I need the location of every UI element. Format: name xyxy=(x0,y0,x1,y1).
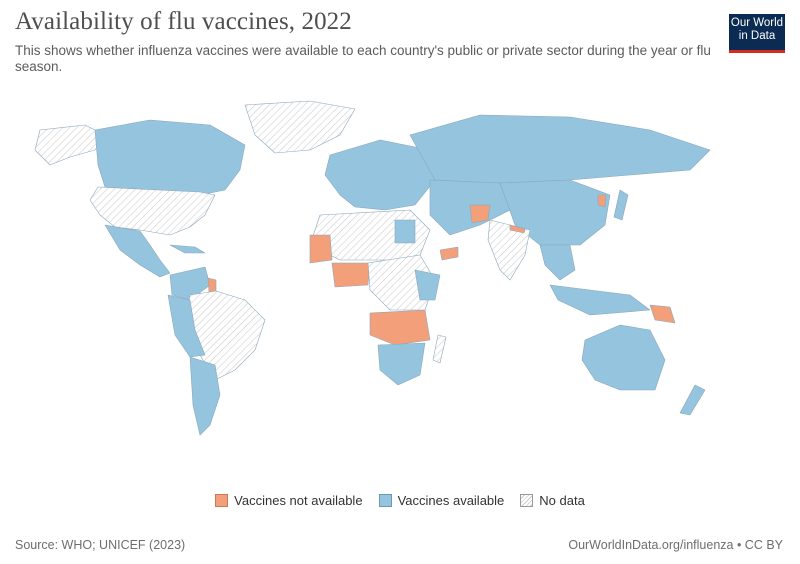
region-horn[interactable] xyxy=(414,269,441,301)
region-suriname[interactable] xyxy=(207,277,217,293)
region-nepal[interactable] xyxy=(509,224,526,234)
chart-title: Availability of flu vaccines, 2022 xyxy=(15,8,352,35)
logo-line-1: Our World xyxy=(730,17,784,29)
region-indonesia[interactable] xyxy=(549,284,651,316)
region-usa[interactable] xyxy=(89,186,216,236)
legend-item-not-available[interactable]: Vaccines not available xyxy=(215,493,363,508)
region-india[interactable] xyxy=(487,219,531,281)
region-mali[interactable] xyxy=(309,234,333,264)
legend-label-no-data: No data xyxy=(539,493,585,508)
region-australia[interactable] xyxy=(581,324,666,391)
region-egypt[interactable] xyxy=(394,219,416,244)
region-peru[interactable] xyxy=(167,294,206,358)
region-canada[interactable] xyxy=(94,119,246,196)
credit-link[interactable]: OurWorldInData.org/influenza • CC BY xyxy=(568,538,783,552)
region-new-zealand[interactable] xyxy=(679,384,706,416)
logo-line-2: in Data xyxy=(738,29,776,42)
region-png[interactable] xyxy=(649,304,676,324)
legend-label-available: Vaccines available xyxy=(397,493,505,508)
region-southern-africa[interactable] xyxy=(377,342,426,386)
region-angola-zambia[interactable] xyxy=(369,309,431,346)
legend-swatch-no-data xyxy=(520,494,534,507)
region-north-korea[interactable] xyxy=(597,194,607,208)
region-yemen[interactable] xyxy=(439,246,459,261)
legend-item-available[interactable]: Vaccines available xyxy=(378,493,505,508)
legend-label-not-available: Vaccines not available xyxy=(234,493,363,508)
region-caribbean[interactable] xyxy=(169,244,206,254)
owid-logo[interactable]: Our World in Data xyxy=(729,14,785,53)
region-afghanistan[interactable] xyxy=(469,204,491,224)
legend-swatch-available xyxy=(378,494,392,507)
source-note: Source: WHO; UNICEF (2023) xyxy=(15,538,186,552)
region-greenland[interactable] xyxy=(244,100,356,154)
region-japan[interactable] xyxy=(613,189,629,221)
legend-swatch-not-available xyxy=(215,494,229,507)
region-europe[interactable] xyxy=(324,139,436,211)
chart-subtitle: This shows whether influenza vaccines we… xyxy=(15,43,711,74)
region-alaska[interactable] xyxy=(34,124,106,166)
region-argentina[interactable] xyxy=(189,356,221,436)
region-russia[interactable] xyxy=(409,114,711,184)
map-legend: Vaccines not available Vaccines availabl… xyxy=(0,493,800,508)
region-colombia-venezuela[interactable] xyxy=(169,266,211,301)
region-se-asia[interactable] xyxy=(539,244,576,281)
region-madagascar[interactable] xyxy=(432,334,447,364)
world-map[interactable] xyxy=(10,95,730,475)
legend-item-no-data[interactable]: No data xyxy=(520,493,585,508)
region-mexico[interactable] xyxy=(104,224,171,278)
region-west-africa[interactable] xyxy=(331,262,371,288)
